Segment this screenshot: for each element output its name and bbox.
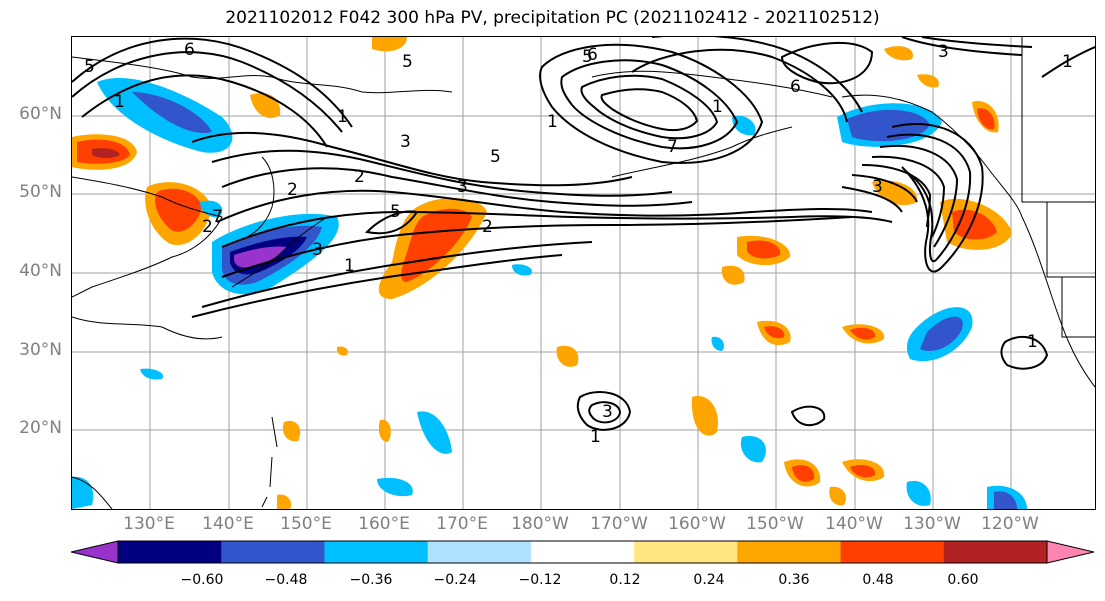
colorbar-cell	[634, 541, 738, 563]
contour-label: 5	[84, 57, 95, 77]
colorbar-cell	[427, 541, 532, 563]
contour-label: 2	[354, 167, 365, 187]
contour-label: 6	[587, 45, 598, 65]
contour-labels: 6 5 5 5 6 3 1 1 1 2 2 2 3 3 5 5 2 1 1 3 …	[84, 40, 1073, 447]
lon-label: 140°W	[825, 514, 883, 534]
colorbar-extend-max	[1046, 540, 1094, 564]
colorbar-tick: −0.60	[180, 572, 224, 588]
map-panel: 6 5 5 5 6 3 1 1 1 2 2 2 3 3 5 5 2 1 1 3 …	[71, 36, 1096, 510]
pv-contours	[72, 37, 1095, 431]
contour-label: 5	[402, 52, 413, 72]
lon-label: 130°W	[903, 514, 961, 534]
coastlines	[72, 37, 1095, 509]
lon-label: 140°E	[202, 514, 254, 534]
lon-label: 130°E	[123, 514, 175, 534]
colorbar-cell	[943, 541, 1048, 563]
contour-label: 1	[1027, 332, 1038, 352]
lat-label-60n: 60°N	[19, 104, 62, 124]
colorbar-tick: 0.60	[947, 572, 979, 588]
colorbar-tick: 0.36	[778, 572, 810, 588]
contour-label: 2	[287, 180, 298, 200]
colorbar-cell	[737, 541, 842, 563]
lon-label: 120°W	[981, 514, 1039, 534]
contour-label: 3	[400, 132, 411, 152]
lat-label-20n: 20°N	[19, 418, 62, 438]
lon-label: 150°E	[280, 514, 332, 534]
colorbar-cells	[71, 540, 1094, 564]
contour-label: 6	[790, 77, 801, 97]
lon-label: 180°W	[511, 514, 569, 534]
lat-label-50n: 50°N	[19, 182, 62, 202]
contour-label: 5	[390, 202, 401, 222]
colorbar-tick: −0.12	[518, 572, 562, 588]
contour-label: 3	[312, 240, 323, 260]
map-canvas: 6 5 5 5 6 3 1 1 1 2 2 2 3 3 5 5 2 1 1 3 …	[72, 37, 1095, 509]
contour-label: 2	[202, 217, 213, 237]
lon-label: 150°W	[746, 514, 804, 534]
precip-shading	[72, 37, 1027, 509]
contour-label: 3	[602, 402, 613, 422]
map-title: 2021102012 F042 300 hPa PV, precipitatio…	[225, 8, 880, 28]
colorbar-cell	[324, 541, 429, 563]
colorbar	[71, 540, 1094, 564]
lon-label: 170°W	[590, 514, 648, 534]
contour-label: 1	[712, 97, 723, 117]
contour-label: 6	[184, 40, 195, 60]
colorbar-cell	[118, 541, 222, 563]
contour-label: 1	[114, 92, 125, 112]
colorbar-tick: 0.48	[862, 572, 894, 588]
colorbar-tick: −0.48	[264, 572, 308, 588]
contour-label: 2	[482, 217, 493, 237]
contour-label: 1	[337, 107, 348, 127]
colorbar-tick: 0.12	[609, 572, 641, 588]
lat-label-30n: 30°N	[19, 340, 62, 360]
contour-label: 3	[872, 177, 883, 197]
contour-label: 1	[344, 256, 355, 276]
contour-label: 5	[490, 147, 501, 167]
colorbar-cell	[221, 541, 325, 563]
colorbar-tick: −0.24	[433, 572, 477, 588]
colorbar-tick: 0.24	[693, 572, 725, 588]
contour-label: 1	[1062, 52, 1073, 72]
contour-label: 7	[212, 207, 223, 227]
contour-label: 5	[582, 47, 593, 67]
contour-label: 1	[547, 112, 558, 132]
colorbar-outline	[117, 540, 1048, 564]
colorbar-tick: −0.36	[349, 572, 393, 588]
lat-label-40n: 40°N	[19, 261, 62, 281]
colorbar-cell	[530, 541, 635, 563]
lon-label: 160°E	[358, 514, 410, 534]
contour-label: 3	[457, 177, 468, 197]
contour-label: 7	[667, 137, 678, 157]
colorbar-cell	[840, 541, 945, 563]
contour-label: 3	[938, 42, 949, 62]
lon-label: 160°W	[668, 514, 726, 534]
lon-label: 170°E	[436, 514, 488, 534]
contour-label: 1	[590, 427, 601, 447]
colorbar-extend-min	[71, 540, 119, 564]
